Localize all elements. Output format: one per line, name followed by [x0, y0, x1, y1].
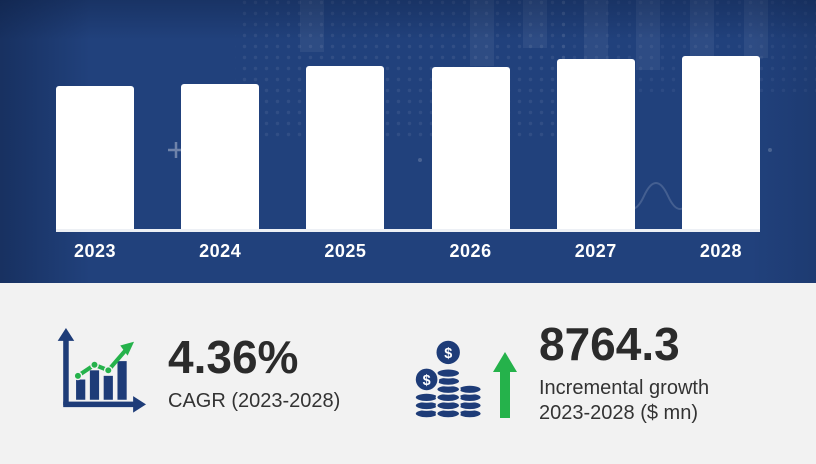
incremental-value: 8764.3 — [539, 318, 680, 370]
incremental-text-block: 8764.3 Incremental growth 2023-2028 ($ m… — [539, 321, 709, 426]
chart-bar-2023 — [56, 86, 134, 229]
coins-arrow-group: $ $ — [414, 326, 517, 422]
year-label-2026: 2026 — [449, 241, 492, 261]
coins-stack-icon: $ $ — [414, 326, 486, 422]
year-label-2023: 2023 — [73, 241, 117, 261]
svg-text:$: $ — [444, 345, 452, 361]
up-arrow-icon — [493, 351, 517, 418]
cagr-text-block: 4.36% CAGR (2023-2028) — [168, 334, 340, 414]
cagr-stat: 4.36% CAGR (2023-2028) — [54, 326, 414, 422]
year-label-2027: 2027 — [574, 241, 617, 261]
chart-bar-2025 — [306, 66, 385, 229]
market-growth-chart-section: 2023 2024 2025 2026 2027 2028 — [0, 0, 816, 283]
year-label-2025: 2025 — [324, 241, 367, 261]
chart-bar-2027 — [556, 59, 635, 229]
cagr-value: 4.36% — [168, 330, 299, 383]
chart-bar-2024 — [181, 84, 260, 229]
incremental-growth-stat: $ $ 8764.3 Incremental growth 2023-2028 … — [414, 321, 709, 426]
incremental-label-line1: Incremental growth — [539, 377, 710, 399]
year-label-2028: 2028 — [699, 241, 742, 261]
stats-section: 4.36% CAGR (2023-2028) — [0, 283, 816, 464]
bar-series — [56, 56, 760, 229]
x-axis-labels: 2023 2024 2025 2026 2027 2028 — [56, 241, 760, 262]
chart-bar-2026 — [431, 67, 510, 229]
growth-chart-icon — [54, 326, 146, 422]
chart-bar-2028 — [681, 56, 760, 229]
x-axis-line — [56, 229, 760, 232]
incremental-label: Incremental growth 2023-2028 ($ mn) — [539, 376, 709, 426]
year-label-2024: 2024 — [199, 241, 242, 261]
cagr-label: CAGR (2023-2028) — [168, 389, 341, 412]
incremental-label-line2: 2023-2028 ($ mn) — [539, 402, 698, 424]
svg-text:$: $ — [423, 372, 431, 388]
bar-chart: 2023 2024 2025 2026 2027 2028 — [0, 56, 816, 262]
